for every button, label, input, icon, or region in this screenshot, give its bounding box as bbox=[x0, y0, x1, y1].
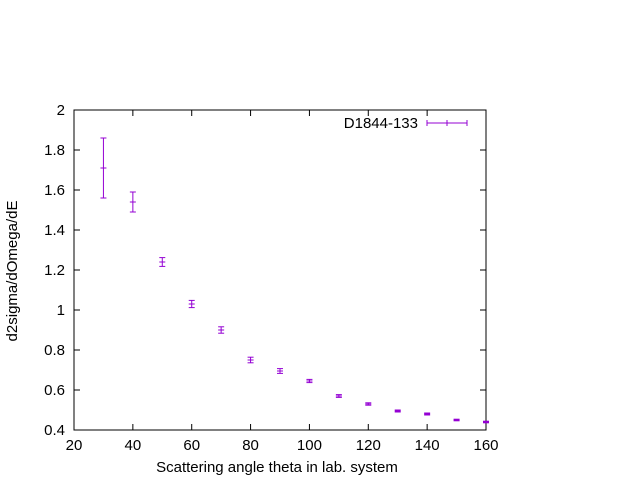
x-axis-label: Scattering angle theta in lab. system bbox=[156, 459, 398, 476]
x-tick-label: 20 bbox=[66, 437, 83, 454]
x-tick-label: 100 bbox=[297, 437, 322, 454]
x-tick-label: 60 bbox=[183, 437, 200, 454]
data-point bbox=[188, 299, 195, 309]
data-point bbox=[365, 402, 372, 406]
y-tick-label: 0.6 bbox=[44, 382, 65, 399]
legend: D1844-133 bbox=[344, 115, 468, 132]
data-point bbox=[159, 257, 166, 267]
x-tick-label: 120 bbox=[356, 437, 381, 454]
data-point bbox=[218, 326, 225, 334]
data-point bbox=[424, 412, 431, 416]
data-point bbox=[453, 418, 460, 422]
y-tick-label: 1.2 bbox=[44, 262, 65, 279]
data-point bbox=[277, 368, 283, 374]
data-point bbox=[394, 409, 401, 413]
data-point bbox=[335, 394, 342, 398]
y-tick-label: 2 bbox=[57, 102, 65, 119]
data-point bbox=[483, 420, 489, 424]
plot-border bbox=[73, 109, 487, 431]
x-tick-label: 80 bbox=[242, 437, 259, 454]
y-axis-label: d2sigma/dOmega/dE bbox=[4, 201, 21, 342]
y-tick-label: 1.8 bbox=[44, 142, 65, 159]
data-point bbox=[247, 356, 254, 364]
y-tick-label: 0.4 bbox=[44, 422, 65, 439]
data-point bbox=[100, 137, 107, 199]
data-point bbox=[129, 191, 136, 213]
data-point bbox=[306, 378, 313, 384]
y-tick-label: 1.6 bbox=[44, 182, 65, 199]
data-points bbox=[100, 137, 489, 424]
x-tick-label: 140 bbox=[415, 437, 440, 454]
x-tick-label: 160 bbox=[473, 437, 498, 454]
x-tick-label: 40 bbox=[125, 437, 142, 454]
y-tick-label: 0.8 bbox=[44, 342, 65, 359]
y-tick-label: 1 bbox=[57, 302, 65, 319]
y-tick-label: 1.4 bbox=[44, 222, 65, 239]
axes bbox=[73, 109, 487, 431]
ticks: 20 40 60 80 100 120 140 160 0.4 0.6 0.8 1 1.2 1.4 1.6 1… bbox=[44, 102, 498, 454]
legend-label: D1844-133 bbox=[344, 115, 418, 132]
